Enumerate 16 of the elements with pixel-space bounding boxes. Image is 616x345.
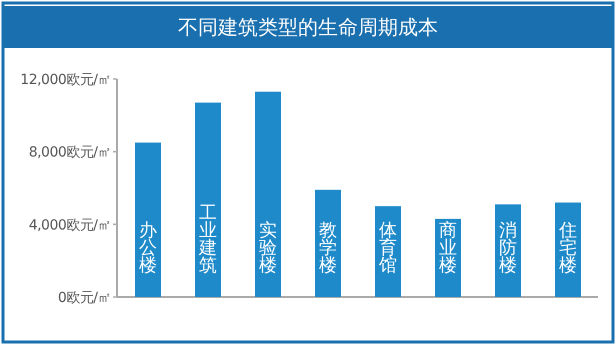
y-tick-label: 12,000欧元/㎡ xyxy=(20,72,111,88)
bar xyxy=(255,92,281,297)
x-tick-label: 住宅楼 xyxy=(558,220,577,276)
x-tick-label: 工业建筑 xyxy=(198,202,217,276)
y-tick-label: 4,000欧元/㎡ xyxy=(28,217,111,234)
bar xyxy=(135,142,161,297)
x-tick-label: 商业楼 xyxy=(439,220,457,276)
bar xyxy=(195,102,221,297)
x-tick-label: 实验楼 xyxy=(259,220,277,276)
chart-title: 不同建筑类型的生命周期成本 xyxy=(178,15,438,39)
x-tick-label: 办公楼 xyxy=(139,220,157,276)
x-tick-label: 教学楼 xyxy=(319,220,337,276)
x-tick-label: 消防楼 xyxy=(499,220,517,276)
x-tick-label: 体育馆 xyxy=(378,220,397,276)
y-tick-label: 8,000欧元/㎡ xyxy=(28,144,111,161)
y-tick-label: 0欧元/㎡ xyxy=(58,290,111,306)
